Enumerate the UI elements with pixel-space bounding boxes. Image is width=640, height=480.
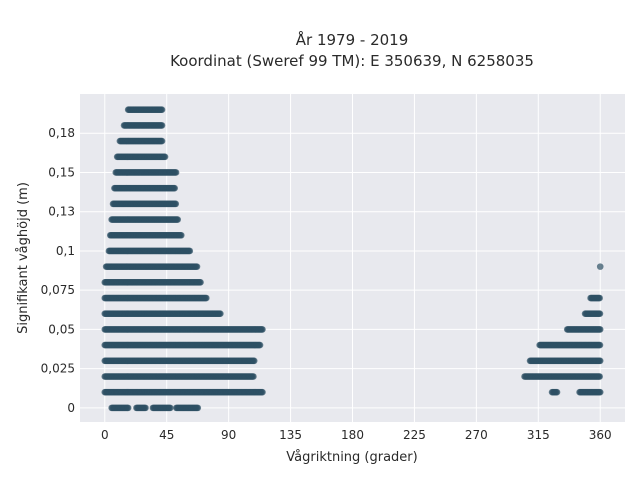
y-tick-label: 0,05 — [48, 322, 75, 336]
data-point — [171, 184, 178, 192]
data-point — [596, 310, 604, 318]
data-point — [596, 388, 604, 396]
data-point — [596, 326, 604, 333]
data-point — [142, 404, 149, 412]
x-tick-label: 315 — [527, 428, 550, 442]
chart-title: År 1979 - 2019 — [296, 30, 409, 49]
y-tick-label: 0,075 — [41, 283, 75, 297]
data-point — [197, 279, 204, 286]
x-tick-label: 225 — [403, 428, 426, 442]
y-tick-label: 0,025 — [41, 362, 75, 376]
axis-ticks: 0 45 90 135 180 225 270 315 360 0 0,025 0,05 0,075 0,… — [41, 126, 612, 442]
data-point — [596, 263, 604, 270]
data-point — [158, 106, 166, 113]
x-axis-label: Vågriktning (grader) — [286, 450, 417, 465]
data-point — [158, 137, 166, 145]
data-point — [158, 122, 166, 129]
data-point — [596, 341, 604, 349]
data-point — [256, 341, 264, 349]
y-tick-label: 0 — [67, 401, 75, 415]
data-point — [177, 231, 185, 239]
x-tick-label: 270 — [465, 428, 488, 442]
y-tick-label: 0,18 — [48, 126, 75, 140]
data-point — [250, 357, 258, 365]
chart-subtitle: Koordinat (Sweref 99 TM): E 350639, N 62… — [170, 52, 534, 70]
x-tick-label: 180 — [341, 428, 364, 442]
data-point — [172, 169, 180, 176]
data-point — [596, 294, 603, 302]
y-tick-label: 0,13 — [48, 205, 75, 219]
y-axis-label: Signifikant våghöjd (m) — [16, 182, 31, 334]
data-point — [250, 373, 257, 380]
data-points — [101, 106, 604, 412]
y-tick-label: 0,1 — [56, 244, 75, 258]
x-tick-label: 135 — [279, 428, 302, 442]
data-point — [217, 310, 224, 318]
data-point — [186, 247, 194, 255]
grid-lines — [80, 94, 625, 422]
data-point — [193, 263, 201, 270]
data-point — [259, 326, 266, 333]
x-tick-label: 360 — [589, 428, 612, 442]
data-point — [553, 388, 561, 396]
data-point — [124, 404, 132, 412]
data-point — [203, 294, 210, 302]
data-point — [174, 216, 182, 223]
x-tick-label: 0 — [101, 428, 109, 442]
x-tick-label: 90 — [221, 428, 236, 442]
data-point — [259, 388, 266, 396]
x-tick-label: 45 — [159, 428, 174, 442]
y-tick-label: 0,15 — [48, 165, 75, 179]
data-point — [596, 373, 603, 380]
data-point — [172, 200, 180, 208]
data-point — [194, 404, 202, 412]
data-point — [596, 357, 604, 365]
data-point — [166, 404, 174, 412]
data-point — [161, 153, 169, 161]
